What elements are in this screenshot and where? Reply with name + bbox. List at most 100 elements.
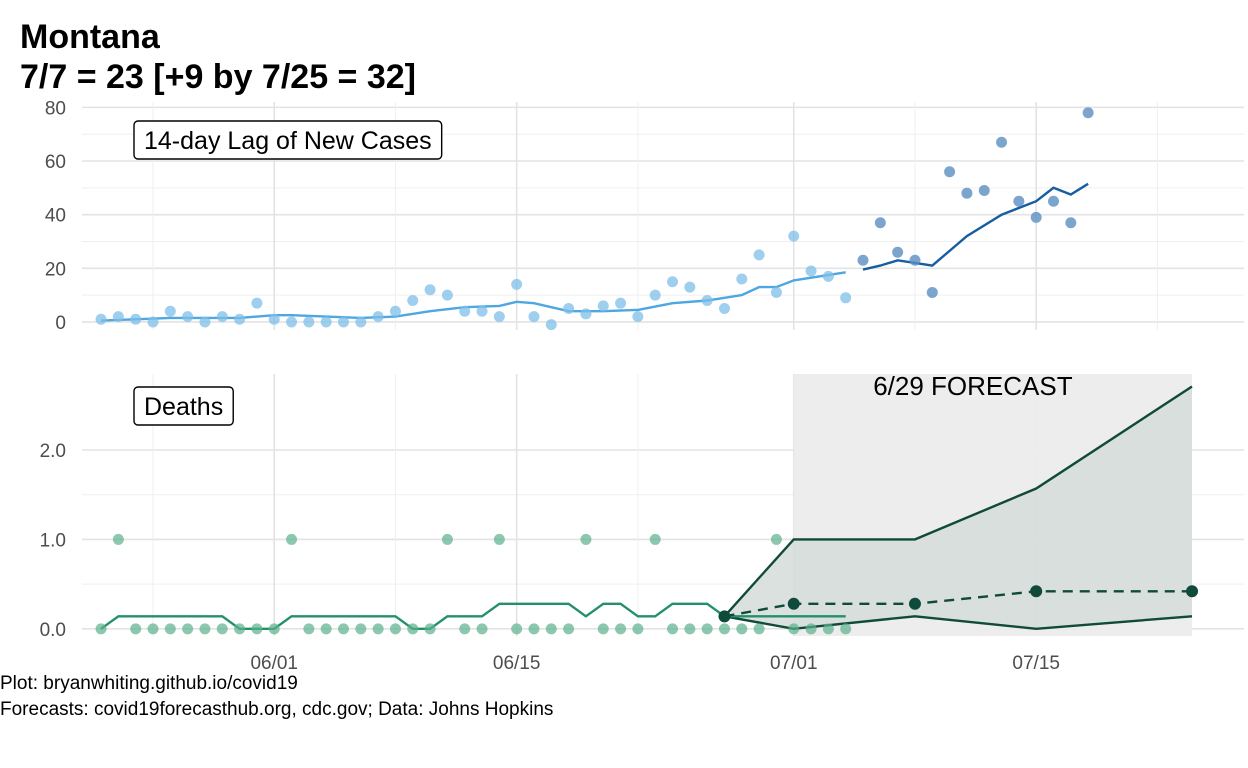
cases-future-point	[996, 136, 1008, 148]
forecast-median-point	[1186, 585, 1199, 598]
deaths-point	[112, 533, 124, 545]
cases-point	[355, 316, 367, 328]
deaths-point	[476, 623, 488, 635]
cases-future-trend-line	[862, 182, 1089, 271]
cases-point	[112, 311, 124, 323]
cases-point	[320, 316, 332, 328]
y-tick-label: 80	[45, 98, 66, 119]
cases-point	[164, 305, 176, 317]
y-tick-label: 2.0	[40, 441, 66, 462]
deaths-point	[286, 533, 298, 545]
deaths-point	[407, 623, 419, 635]
deaths-point	[718, 623, 730, 635]
cases-point	[840, 292, 852, 304]
forecast-median-point	[1030, 585, 1043, 598]
y-tick-label: 0.0	[40, 620, 66, 641]
cases-future-point	[857, 254, 869, 266]
cases-point	[95, 313, 107, 325]
cases-future-point	[892, 246, 904, 258]
deaths-point	[441, 533, 453, 545]
cases-future-point	[978, 185, 990, 197]
deaths-point	[268, 623, 280, 635]
cases-future-point	[1082, 107, 1094, 119]
cases-point	[303, 316, 315, 328]
deaths-point	[511, 623, 523, 635]
deaths-point	[424, 623, 436, 635]
panel-cases-grid	[82, 102, 1244, 330]
deaths-point	[355, 623, 367, 635]
deaths-point	[805, 623, 817, 635]
deaths-point	[649, 533, 661, 545]
cases-point	[822, 270, 834, 282]
cases-point	[407, 294, 419, 306]
cases-point	[441, 289, 453, 301]
deaths-point	[320, 623, 332, 635]
forecast-median-point	[787, 597, 800, 610]
forecast-lower-line	[724, 615, 1193, 631]
cases-point	[684, 281, 696, 293]
cases-point	[528, 311, 540, 323]
deaths-point	[493, 533, 505, 545]
cases-point	[389, 305, 401, 317]
deaths-point	[234, 623, 246, 635]
cases-point	[597, 300, 609, 312]
cases-point	[649, 289, 661, 301]
cases-point	[424, 284, 436, 296]
cases-point	[216, 311, 228, 323]
cases-future-point	[926, 286, 938, 298]
cases-point	[718, 303, 730, 315]
deaths-point	[251, 623, 263, 635]
cases-point	[580, 308, 592, 320]
deaths-panel-label: Deaths	[144, 393, 223, 421]
deaths-point	[684, 623, 696, 635]
deaths-point	[632, 623, 644, 635]
deaths-point	[770, 533, 782, 545]
caption-data-sources: Forecasts: covid19forecasthub.org, cdc.g…	[0, 699, 554, 720]
cases-future-point	[961, 187, 973, 199]
deaths-point	[95, 623, 107, 635]
cases-point	[286, 316, 298, 328]
deaths-point	[182, 623, 194, 635]
chart-subtitle: 7/7 = 23 [+9 by 7/25 = 32]	[20, 58, 416, 96]
cases-point	[511, 278, 523, 290]
deaths-point	[736, 623, 748, 635]
deaths-point	[580, 533, 592, 545]
deaths-point	[199, 623, 211, 635]
x-tick-label: 07/15	[1012, 653, 1060, 674]
cases-point	[753, 249, 765, 261]
deaths-point	[459, 623, 471, 635]
y-tick-label: 1.0	[40, 530, 66, 551]
cases-point	[182, 311, 194, 323]
cases-point	[770, 286, 782, 298]
cases-point	[268, 313, 280, 325]
cases-point	[563, 303, 575, 315]
cases-point	[805, 265, 817, 277]
cases-point	[545, 319, 557, 331]
deaths-point	[753, 623, 765, 635]
x-tick-label: 07/01	[770, 653, 818, 674]
cases-future-point	[1013, 195, 1025, 207]
x-tick-label: 06/01	[250, 653, 298, 674]
deaths-point	[563, 623, 575, 635]
deaths-point	[615, 623, 627, 635]
cases-future-point	[874, 217, 886, 229]
deaths-point	[528, 623, 540, 635]
chart-title: Montana	[20, 18, 160, 56]
y-tick-label: 20	[45, 259, 66, 280]
cases-point	[615, 297, 627, 309]
deaths-point	[216, 623, 228, 635]
cases-point	[199, 316, 211, 328]
deaths-point	[840, 623, 852, 635]
cases-point	[476, 305, 488, 317]
cases-future-point	[909, 254, 921, 266]
deaths-point	[303, 623, 315, 635]
x-tick-label: 06/15	[493, 653, 541, 674]
deaths-point	[130, 623, 142, 635]
y-tick-label: 40	[45, 206, 66, 227]
cases-point	[234, 313, 246, 325]
forecast-median-point	[718, 610, 731, 623]
cases-point	[147, 316, 159, 328]
cases-point	[130, 313, 142, 325]
deaths-point	[372, 623, 384, 635]
